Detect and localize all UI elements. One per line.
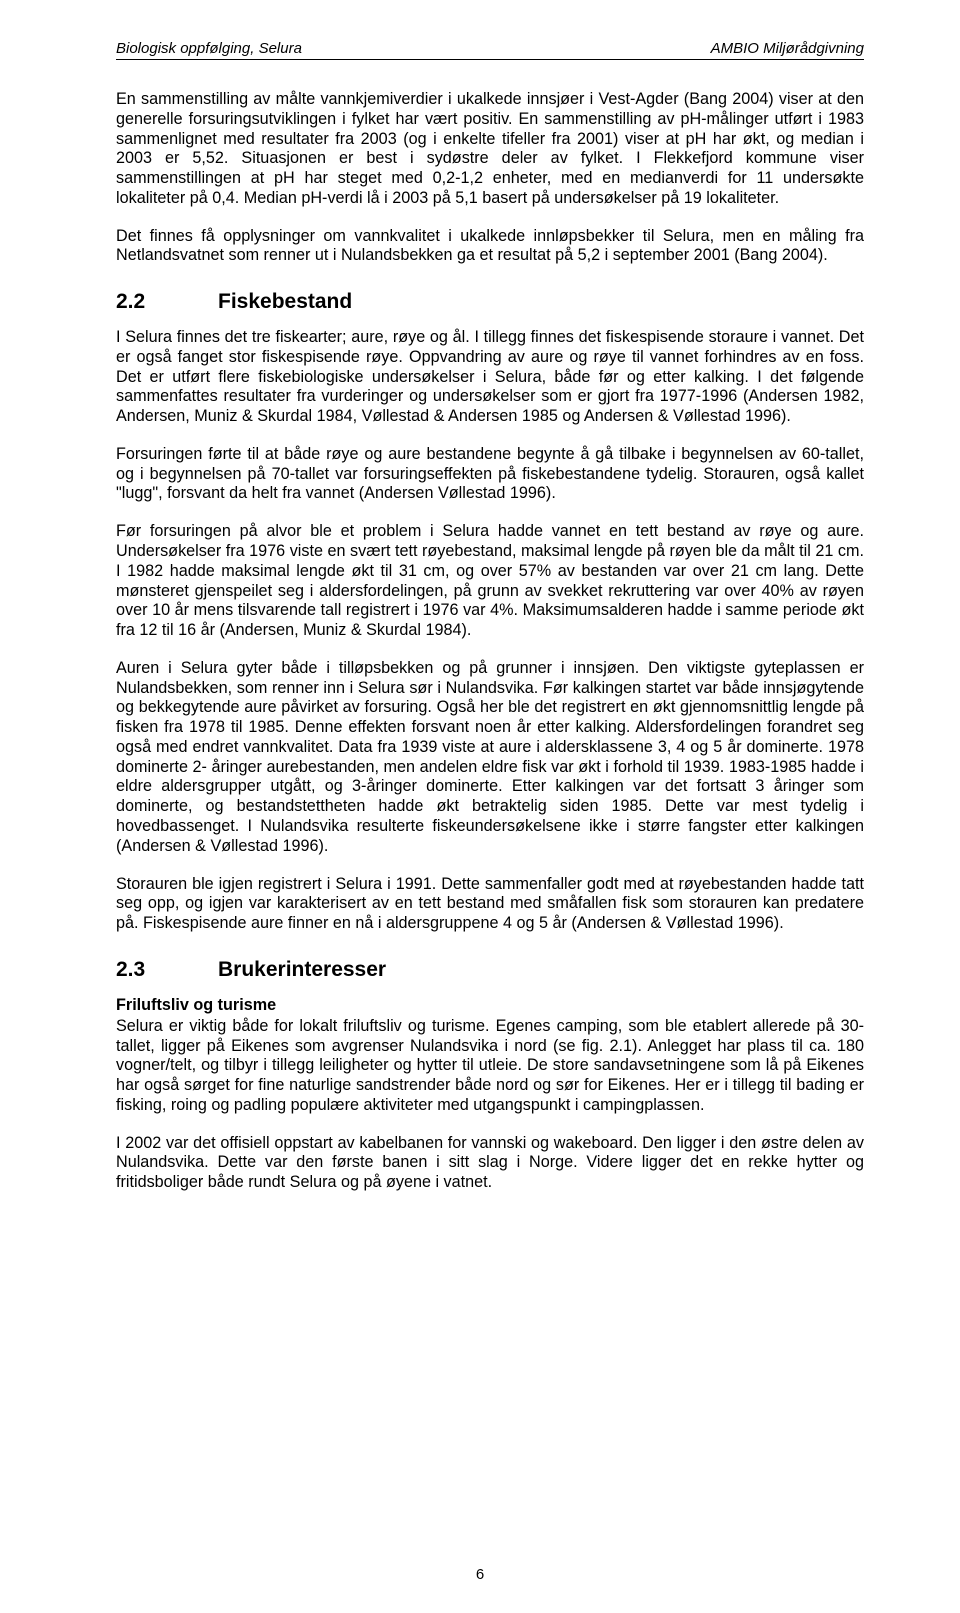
section-title: Brukerinteresser: [218, 958, 386, 982]
section-number: 2.3: [116, 958, 218, 982]
header-right: AMBIO Miljørådgivning: [711, 40, 864, 57]
subheading-friluftsliv: Friluftsliv og turisme: [116, 996, 864, 1015]
paragraph: Selura er viktig både for lokalt friluft…: [116, 1017, 864, 1116]
header-left: Biologisk oppfølging, Selura: [116, 40, 302, 57]
paragraph: I 2002 var det offisiell oppstart av kab…: [116, 1134, 864, 1193]
paragraph: Storauren ble igjen registrert i Selura …: [116, 875, 864, 934]
paragraph: Før forsuringen på alvor ble et problem …: [116, 522, 864, 641]
paragraph: I Selura finnes det tre fiskearter; aure…: [116, 328, 864, 427]
section-heading-brukerinteresser: 2.3 Brukerinteresser: [116, 958, 864, 982]
running-header: Biologisk oppfølging, Selura AMBIO Miljø…: [116, 40, 864, 60]
page: Biologisk oppfølging, Selura AMBIO Miljø…: [0, 0, 960, 1613]
section-heading-fiskebestand: 2.2 Fiskebestand: [116, 290, 864, 314]
paragraph: Det finnes få opplysninger om vannkvalit…: [116, 227, 864, 267]
page-number: 6: [0, 1566, 960, 1583]
section-number: 2.2: [116, 290, 218, 314]
paragraph: Auren i Selura gyter både i tilløpsbekke…: [116, 659, 864, 857]
paragraph: Forsuringen førte til at både røye og au…: [116, 445, 864, 504]
section-title: Fiskebestand: [218, 290, 352, 314]
paragraph: En sammenstilling av målte vannkjemiverd…: [116, 90, 864, 209]
